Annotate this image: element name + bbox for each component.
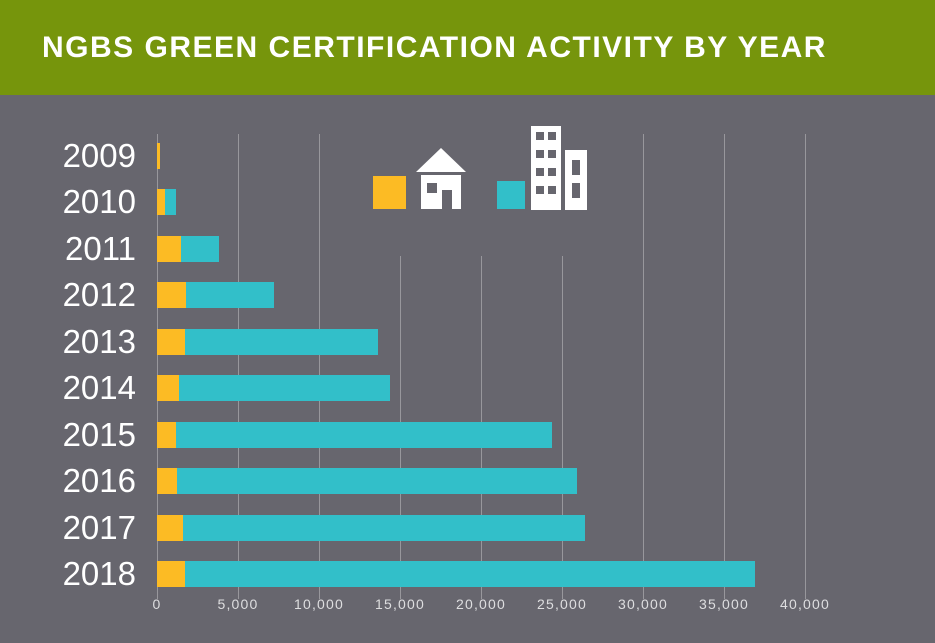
x-axis-label: 25,000 [536,596,588,612]
multifamily-segment [177,468,578,494]
axis-tick [399,592,401,599]
gridline [237,134,239,592]
single-family-segment [157,468,178,494]
bar-2015 [157,421,553,448]
x-axis-label: 30,000 [617,596,669,612]
axis-tick [156,592,158,599]
gridline [318,134,320,592]
year-label: 2017 [62,508,136,546]
bar-2016 [157,468,578,494]
year-label: 2018 [62,555,136,592]
axis-tick [804,592,806,599]
x-axis-label: 5,000 [217,596,259,612]
header-band: NGBS GREEN CERTIFICATION ACTIVITY BY YEA… [0,0,935,95]
x-axis-label: 10,000 [293,596,345,612]
single-family-segment [157,235,182,262]
single-family-segment [157,514,183,541]
year-label: 2013 [62,322,136,360]
building-icon [531,126,587,210]
multifamily-segment [165,189,176,215]
single-family-segment [157,189,166,215]
x-axis-label: 35,000 [698,596,750,612]
multifamily-segment [176,421,553,448]
axis-tick [237,592,239,599]
year-label: 2016 [62,462,136,499]
axis-tick [318,592,320,599]
year-label: 2010 [62,183,136,220]
axis-tick [642,592,644,599]
gridline [561,134,563,592]
axis-tick [723,592,725,599]
single-family-swatch [373,176,406,209]
x-axis-label: 15,000 [374,596,426,612]
single-family-segment [157,421,177,448]
single-family-segment [157,375,179,401]
single-family-segment [157,328,186,355]
year-label: 2012 [62,276,136,313]
gridline [399,134,401,592]
axis-tick [480,592,482,599]
gridline [642,134,644,592]
gridline [480,134,482,592]
house-icon [416,148,466,209]
x-axis-label: 20,000 [455,596,507,612]
multifamily-segment [186,282,275,308]
x-axis-label: 40,000 [779,596,831,612]
year-label: 2015 [62,415,136,453]
gridline [723,134,725,592]
multifamily-segment [185,561,755,587]
legend-items [373,126,587,210]
single-family-segment [157,561,186,587]
multifamily-segment [182,514,585,541]
multifamily-swatch [497,181,525,209]
bar-2009 [157,142,161,169]
bar-2017 [157,514,585,541]
x-axis-label: 0 [152,596,162,612]
year-label: 2014 [62,369,136,406]
gridline [804,134,806,592]
legend [352,126,608,256]
single-family-segment [157,282,187,308]
bar-2011 [157,235,219,262]
gridline [156,134,158,592]
bar-2010 [157,189,176,215]
bar-2013 [157,328,379,355]
axis-tick [561,592,563,599]
bar-2012 [157,282,275,308]
multifamily-segment [178,375,391,401]
bar-2014 [157,375,391,401]
year-label: 2011 [65,229,136,267]
bar-2018 [157,561,755,587]
year-label: 2009 [62,136,136,174]
page-title: NGBS GREEN CERTIFICATION ACTIVITY BY YEA… [42,30,827,64]
multifamily-segment [185,328,379,355]
multifamily-segment [181,235,219,262]
single-family-segment [157,142,161,169]
